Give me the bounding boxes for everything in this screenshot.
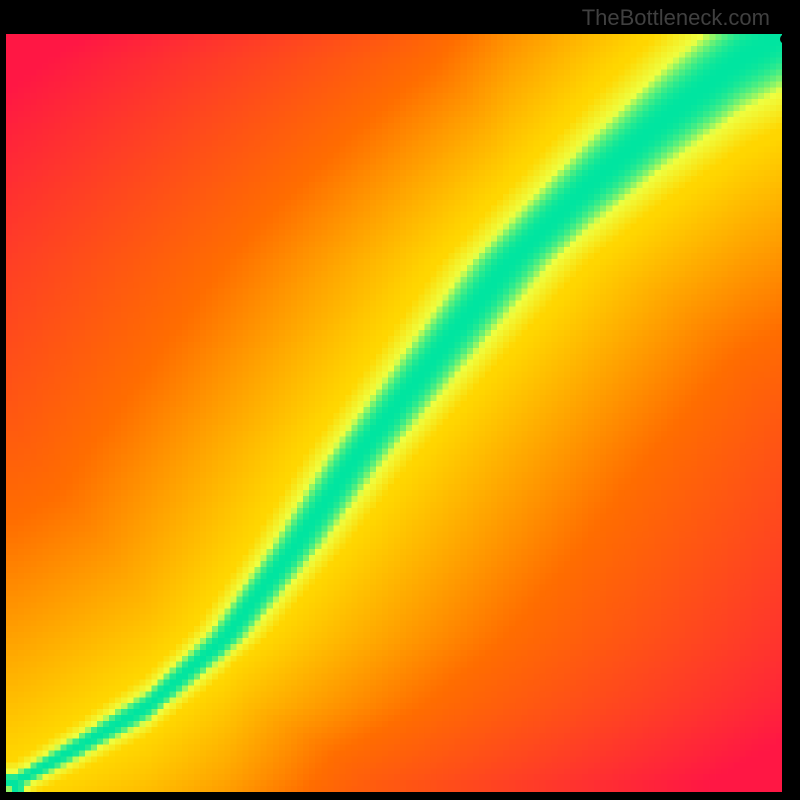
heatmap-canvas	[6, 34, 782, 792]
right-border-line	[784, 34, 786, 792]
bottleneck-heatmap	[6, 34, 782, 792]
watermark-text: TheBottleneck.com	[582, 5, 770, 31]
top-right-dot	[780, 34, 790, 44]
